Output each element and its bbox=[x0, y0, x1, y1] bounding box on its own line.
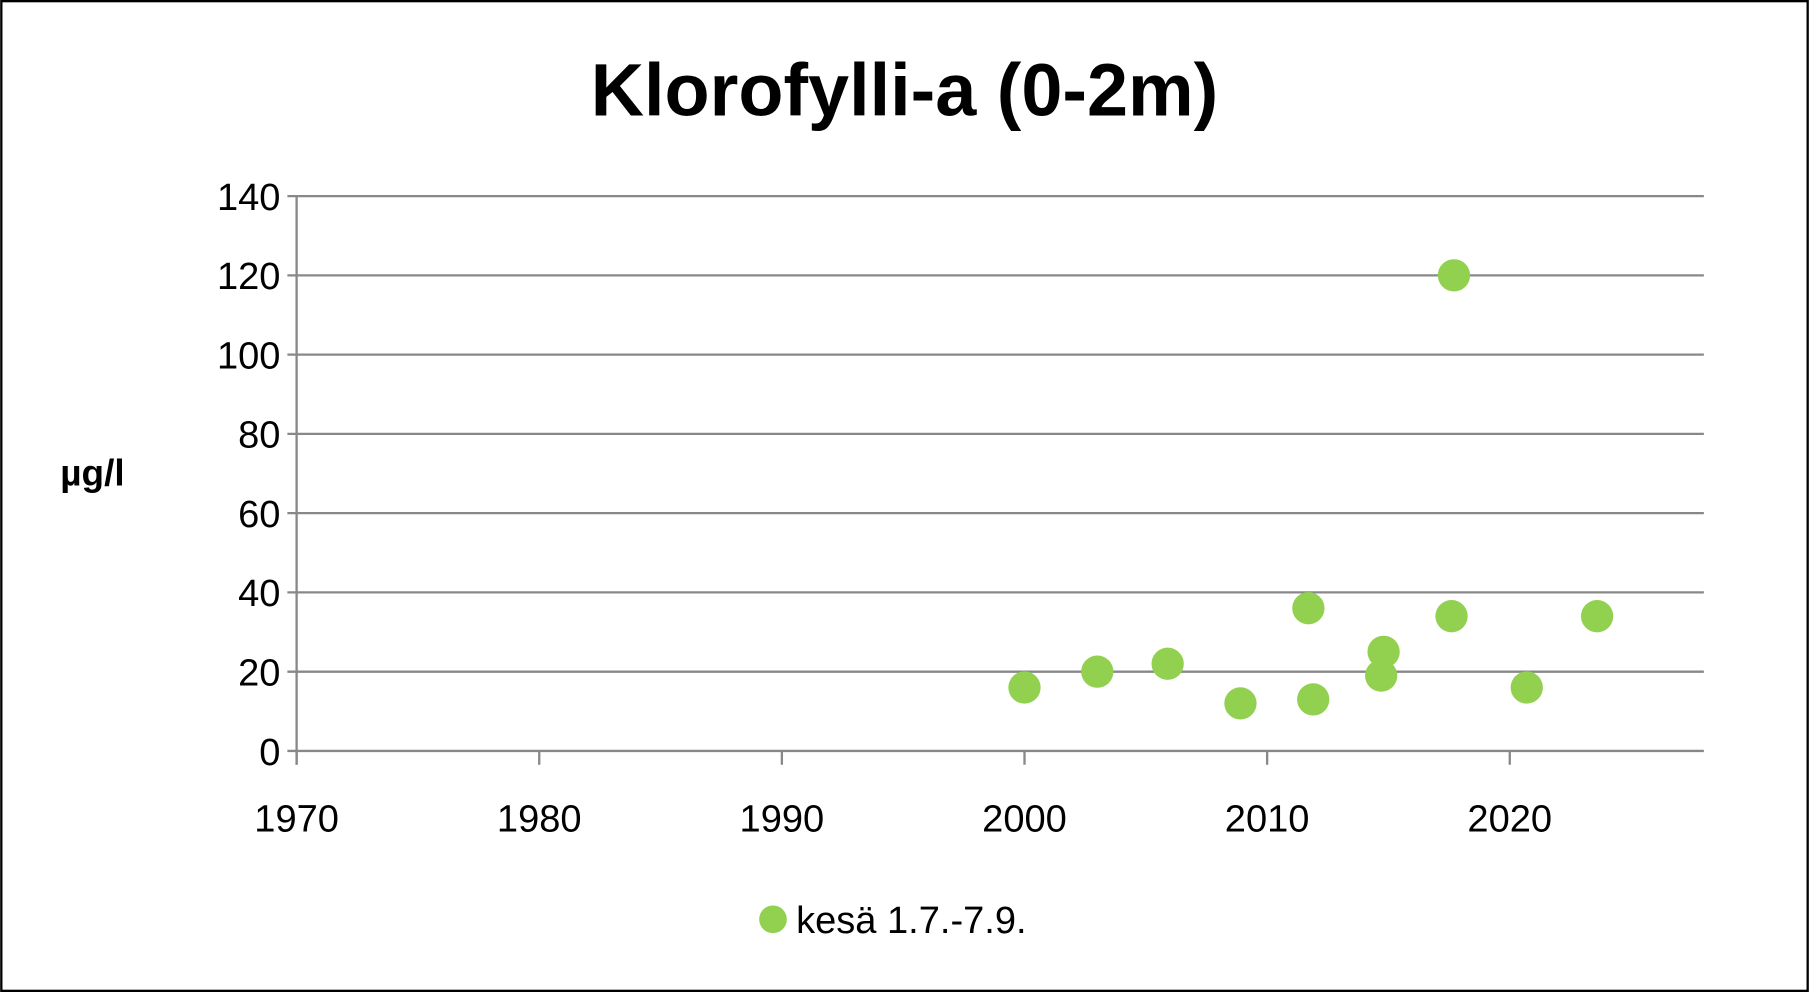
x-tick-label: 1990 bbox=[740, 799, 825, 841]
x-tick-label: 1970 bbox=[254, 799, 339, 841]
data-point bbox=[1224, 687, 1257, 720]
y-tick-label: 20 bbox=[238, 653, 280, 695]
data-point bbox=[1510, 671, 1543, 704]
data-point bbox=[1580, 600, 1614, 633]
legend: kesä 1.7.-7.9. bbox=[759, 900, 1027, 942]
y-tick-label: 40 bbox=[238, 573, 280, 615]
data-point bbox=[1151, 647, 1184, 680]
y-tick-label: 80 bbox=[238, 415, 280, 457]
y-tick-label: 140 bbox=[217, 177, 280, 219]
y-tick-label: 100 bbox=[217, 335, 280, 377]
data-point bbox=[1297, 683, 1330, 716]
legend-marker bbox=[759, 905, 787, 934]
y-tick-label: 60 bbox=[238, 494, 280, 536]
y-axis-label: µg/l bbox=[60, 453, 124, 494]
data-point bbox=[1008, 671, 1041, 704]
y-tick-label: 0 bbox=[259, 732, 280, 774]
legend-label: kesä 1.7.-7.9. bbox=[796, 900, 1027, 942]
data-point bbox=[1435, 600, 1468, 633]
chart-title: Klorofylli-a (0-2m) bbox=[591, 48, 1218, 131]
data-point bbox=[1292, 592, 1325, 625]
data-point bbox=[1437, 259, 1471, 292]
x-tick-label: 2010 bbox=[1225, 799, 1310, 841]
data-point bbox=[1365, 659, 1398, 692]
data-point bbox=[1367, 635, 1400, 668]
y-tick-label: 120 bbox=[217, 256, 280, 298]
x-tick-label: 1980 bbox=[497, 799, 582, 841]
x-tick-label: 2000 bbox=[982, 799, 1067, 841]
x-tick-label: 2020 bbox=[1467, 799, 1552, 841]
data-point bbox=[1081, 655, 1114, 688]
